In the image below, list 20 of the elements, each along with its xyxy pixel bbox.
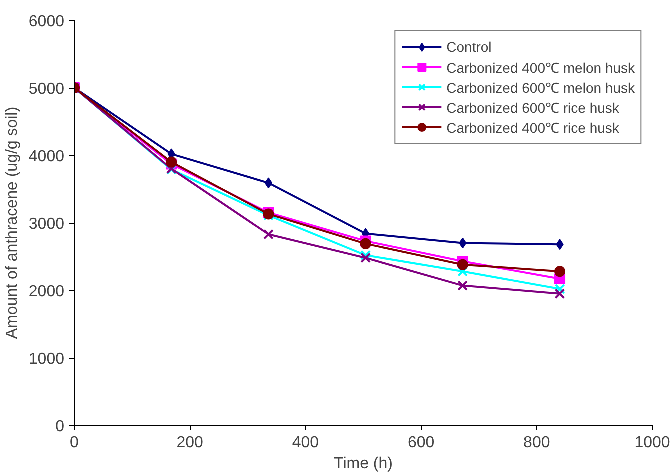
y-tick-label: 2000: [28, 284, 65, 300]
y-tick-label: 5000: [28, 81, 65, 98]
y-tick-label: 3000: [28, 216, 65, 233]
y-axis-title: Amount of anthracene (ug/g soil): [4, 106, 21, 340]
legend-label: Control: [446, 39, 492, 55]
legend-label: Carbonized 600℃ melon husk: [446, 78, 635, 96]
x-tick-label: 0: [70, 434, 80, 452]
x-tick-label: 1000: [634, 434, 670, 452]
x-tick-label: 600: [408, 434, 435, 452]
y-tick-label: 1000: [28, 351, 65, 368]
x-axis-title: Time (h): [334, 456, 393, 472]
y-tick-label: 6000: [28, 14, 65, 30]
x-tick-label: 200: [176, 434, 204, 452]
x-tick-label: 800: [524, 434, 550, 452]
legend-label: Carbonized 600℃ rice husk: [446, 98, 620, 116]
legend-label: Carbonized 400℃ melon husk: [446, 58, 635, 76]
x-tick-label: 400: [292, 434, 320, 452]
y-tick-label: 0: [56, 418, 65, 436]
y-tick-label: 4000: [28, 148, 65, 166]
legend-label: Carbonized 400℃ rice husk: [446, 118, 620, 136]
